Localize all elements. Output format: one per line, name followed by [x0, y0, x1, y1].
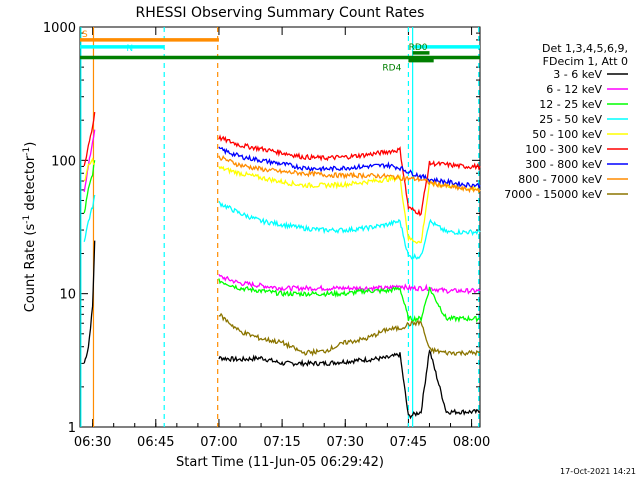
legend: Det 1,3,4,5,6,9,FDecim 1, Att 03 - 6 keV…: [504, 42, 628, 201]
y-tick-label: 100: [51, 154, 76, 169]
y-tick-labels: 1 10 100 1000: [43, 21, 76, 436]
flag-label: RD0: [409, 43, 428, 53]
legend-label: 12 - 25 keV: [539, 98, 602, 111]
y-tick-label: 1000: [43, 21, 76, 36]
x-tick-labels: 06:30 06:45 07:00 07:15 07:30 07:45 08:00: [74, 435, 490, 450]
legend-label: 25 - 50 keV: [539, 113, 602, 126]
plot-area: S N RD0 RD4: [79, 26, 481, 428]
x-tick-label: 08:00: [453, 435, 490, 450]
y-tick-label: 1: [68, 421, 76, 436]
legend-label: 6 - 12 keV: [546, 83, 602, 96]
chart-title: RHESSI Observing Summary Count Rates: [136, 5, 425, 21]
legend-label: 100 - 300 keV: [525, 143, 602, 156]
y-axis-label-sup1: -1: [22, 215, 32, 224]
legend-header: FDecim 1, Att 0: [543, 55, 628, 68]
x-tick-label: 07:30: [327, 435, 364, 450]
flag-label: RD4: [382, 64, 401, 74]
legend-label: 50 - 100 keV: [532, 128, 602, 141]
series-line: [218, 349, 481, 420]
series-lines: [83, 112, 481, 420]
legend-label: 3 - 6 keV: [553, 68, 602, 81]
series-line: [218, 146, 481, 190]
x-tick-label: 06:45: [137, 435, 174, 450]
series-line: [218, 154, 481, 194]
x-tick-label: 07:00: [200, 435, 237, 450]
y-axis-label-mid: detector: [23, 155, 38, 215]
flag-label: S: [82, 30, 88, 40]
series-line: [218, 200, 481, 260]
legend-label: 300 - 800 keV: [525, 158, 602, 171]
series-line: [218, 278, 481, 323]
series-line: [218, 134, 481, 217]
x-tick-label: 07:45: [390, 435, 427, 450]
series-line: [218, 312, 481, 357]
x-axis-label: Start Time (11-Jun-05 06:29:42): [176, 455, 384, 470]
y-tick-label: 10: [59, 288, 76, 303]
footer-date: 17-Oct-2021 14:21: [560, 467, 636, 476]
y-axis-label-sup2: -1: [22, 147, 32, 156]
series-line: [83, 129, 96, 193]
series-line: [83, 194, 96, 242]
y-axis-label-main: Count Rate (s: [23, 224, 38, 313]
flag-bars: S N RD0 RD4: [80, 30, 480, 74]
y-axis-label: Count Rate (s-1 detector-1): [22, 142, 38, 313]
series-line: [83, 160, 96, 214]
y-axis-label-end: ): [23, 142, 38, 147]
series-line: [83, 240, 96, 364]
x-tick-label: 07:15: [263, 435, 300, 450]
vertical-markers: [80, 27, 480, 427]
legend-label: 7000 - 15000 keV: [504, 188, 602, 201]
x-tick-label: 06:30: [74, 435, 111, 450]
series-line: [83, 112, 96, 167]
plot-frame: [79, 26, 481, 428]
axis-ticks: [80, 26, 480, 428]
series-line: [83, 157, 96, 182]
series-line: [218, 274, 481, 295]
series-line: [218, 165, 481, 245]
legend-header: Det 1,3,4,5,6,9,: [542, 42, 628, 55]
flag-label: N: [126, 44, 133, 54]
legend-label: 800 - 7000 keV: [518, 173, 602, 186]
